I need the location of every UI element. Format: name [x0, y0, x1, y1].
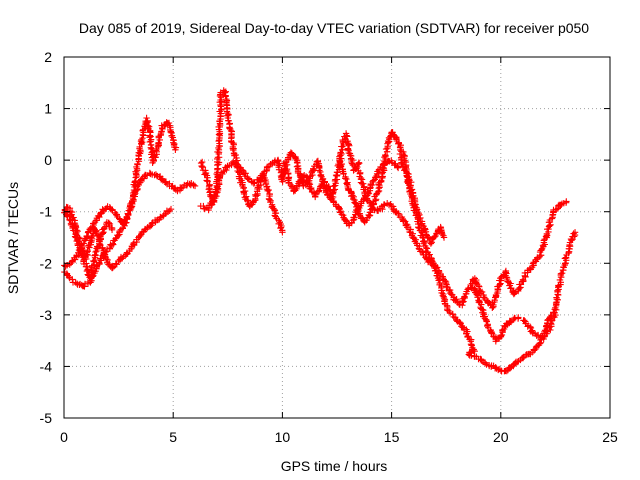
tick-marks: [63, 56, 611, 419]
y-tick-label: -2: [40, 255, 53, 271]
plot-area-border: [63, 56, 611, 419]
series-markers: [467, 198, 570, 311]
y-tick-label: 2: [44, 49, 52, 65]
series-markers: [197, 130, 363, 214]
x-tick-label: 15: [384, 429, 400, 445]
x-tick-label: 25: [602, 429, 618, 445]
y-tick-label: 0: [44, 152, 52, 168]
series-markers: [520, 229, 579, 342]
x-tick-labels: 0 5 10 15 20 25: [60, 429, 618, 445]
series-track-9: [355, 167, 522, 345]
chart-title: Day 085 of 2019, Sidereal Day-to-day VTE…: [79, 20, 589, 36]
x-axis-label: GPS time / hours: [281, 458, 388, 474]
series-track-6: [197, 130, 363, 214]
y-axis-label: SDTVAR / TECUs: [5, 182, 21, 294]
y-tick-label: -5: [40, 410, 53, 426]
series-track-4: [62, 209, 116, 282]
grid-lines: [64, 57, 610, 418]
series-track-12: [520, 229, 579, 342]
series-track-10: [396, 150, 557, 375]
series-markers: [396, 150, 557, 375]
y-tick-labels: -5 -4 -3 -2 -1 0 1 2: [40, 49, 53, 426]
series-markers: [355, 167, 522, 345]
x-tick-label: 5: [169, 429, 177, 445]
series-layer: [61, 87, 579, 375]
x-tick-label: 0: [60, 429, 68, 445]
y-tick-label: -3: [40, 307, 53, 323]
y-tick-label: -1: [40, 204, 53, 220]
y-tick-label: -4: [40, 358, 53, 374]
x-tick-label: 20: [493, 429, 509, 445]
series-markers: [62, 209, 116, 282]
x-tick-label: 10: [275, 429, 291, 445]
series-track-11: [467, 198, 570, 311]
y-tick-label: 1: [44, 101, 52, 117]
